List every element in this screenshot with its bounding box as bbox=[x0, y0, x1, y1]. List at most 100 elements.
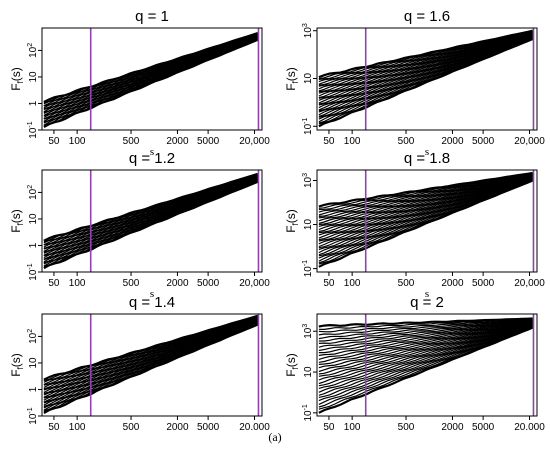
y-tick-label: 10-1 bbox=[27, 121, 39, 138]
x-tick-label: 100 bbox=[69, 136, 86, 147]
x-tick-label: 20,000 bbox=[239, 136, 270, 147]
y-axis-label: Ff(s) bbox=[9, 67, 25, 91]
figure: q = 1 50 100 500 2000 5000 20,000 10-1 1 10 102 s Ff… bbox=[9, 8, 545, 430]
series-line bbox=[318, 317, 533, 328]
x-tick-label: 50 bbox=[323, 136, 335, 147]
series-line bbox=[318, 176, 533, 236]
panel-6: q = 2501005002000500020,00010-110103sFf(… bbox=[284, 294, 545, 430]
series-curves bbox=[318, 29, 534, 128]
x-axis-label: s bbox=[150, 146, 154, 158]
plot-frame bbox=[41, 169, 263, 273]
panel-4: q = 1.8 50 100 500 2000 5000 20,000 10-1 10 103 s F… bbox=[284, 150, 545, 300]
series-line bbox=[318, 326, 533, 410]
y-tick-label: 10-1 bbox=[302, 260, 314, 277]
x-tick-label: 5000 bbox=[197, 278, 220, 289]
y-tick-label: 1 bbox=[28, 386, 39, 392]
x-tick-label: 500 bbox=[398, 422, 415, 430]
y-tick-label: 103 bbox=[302, 23, 314, 38]
panel-5: q = 1.4501005002000500020,00010-1110102s… bbox=[9, 294, 270, 430]
y-tick-label: 1 bbox=[28, 100, 39, 106]
series-line bbox=[43, 172, 259, 242]
series-line bbox=[318, 320, 533, 352]
series-line bbox=[318, 32, 533, 90]
series-line bbox=[318, 173, 533, 213]
y-tick-label: 10-1 bbox=[27, 407, 39, 424]
x-tick-label: 5000 bbox=[472, 422, 495, 430]
panel-2: q = 1.6 50 100 500 2000 5000 20,000 10-1 10 103 s F… bbox=[284, 8, 545, 158]
y-tick-label: 102 bbox=[27, 43, 39, 58]
series-line bbox=[318, 33, 533, 97]
series-line bbox=[318, 320, 533, 348]
y-axis-label: Ff(s) bbox=[284, 209, 300, 233]
series-line bbox=[318, 324, 533, 393]
x-tick-label: 100 bbox=[344, 422, 361, 430]
x-tick-label: 2000 bbox=[166, 136, 189, 147]
x-tick-label: 50 bbox=[48, 278, 60, 289]
y-tick-label: 10 bbox=[28, 357, 39, 369]
x-tick-label: 5000 bbox=[472, 278, 495, 289]
series-line bbox=[318, 319, 533, 342]
y-tick-label: 10-1 bbox=[302, 404, 314, 421]
x-tick-label: 2000 bbox=[441, 422, 464, 430]
series-line bbox=[318, 319, 533, 344]
x-tick-label: 50 bbox=[48, 422, 60, 430]
x-tick-label: 50 bbox=[48, 136, 60, 147]
x-tick-label: 5000 bbox=[472, 136, 495, 147]
panel-title: q = 1.2 bbox=[129, 150, 175, 167]
x-tick-label: 2000 bbox=[166, 278, 189, 289]
plot-frame bbox=[316, 169, 538, 273]
x-tick-label: 100 bbox=[344, 136, 361, 147]
series-line bbox=[318, 326, 534, 414]
y-axis-label: Ff(s) bbox=[9, 209, 25, 233]
y-axis-label: Ff(s) bbox=[9, 353, 25, 377]
series-line bbox=[318, 318, 533, 336]
series-line bbox=[318, 177, 533, 245]
x-tick-label: 100 bbox=[69, 278, 86, 289]
series-line bbox=[318, 323, 533, 385]
x-tick-label: 20,000 bbox=[514, 278, 545, 289]
series-line bbox=[43, 314, 259, 381]
x-tick-label: 5000 bbox=[197, 422, 220, 430]
series-line bbox=[318, 326, 533, 405]
series-line bbox=[318, 321, 533, 357]
x-tick-label: 5000 bbox=[197, 136, 220, 147]
series-line bbox=[318, 29, 533, 79]
x-tick-label: 20,000 bbox=[514, 136, 545, 147]
plot-frame bbox=[41, 313, 263, 417]
y-tick-label: 10-1 bbox=[27, 263, 39, 280]
y-tick-label: 1 bbox=[28, 242, 39, 248]
series-line bbox=[318, 324, 533, 389]
series-line bbox=[318, 177, 533, 251]
x-axis-label: s bbox=[425, 288, 429, 300]
plot-frame bbox=[41, 27, 263, 131]
series-line bbox=[318, 322, 533, 373]
x-tick-label: 50 bbox=[323, 422, 335, 430]
series-line bbox=[318, 37, 534, 128]
series-curves bbox=[318, 317, 534, 414]
y-tick-label: 103 bbox=[302, 324, 314, 339]
panel-3: q = 1.2 50 100 500 2000 5000 20,000 10-1 1 10 102 s… bbox=[9, 150, 270, 300]
series-line bbox=[318, 175, 533, 231]
series-line bbox=[318, 320, 533, 354]
series-line bbox=[318, 176, 533, 239]
x-tick-label: 20,000 bbox=[514, 422, 545, 430]
y-tick-label: 103 bbox=[302, 173, 314, 188]
y-axis-label: Ff(s) bbox=[284, 67, 300, 91]
series-line bbox=[43, 32, 259, 103]
series-line bbox=[318, 321, 533, 360]
panel-title: q = 1 bbox=[135, 8, 169, 25]
x-tick-label: 2000 bbox=[166, 422, 189, 430]
y-axis-label: Ff(s) bbox=[284, 353, 300, 377]
x-axis-label: s bbox=[425, 146, 429, 158]
series-line bbox=[318, 325, 533, 398]
x-tick-label: 2000 bbox=[441, 136, 464, 147]
panel-title: q = 2 bbox=[410, 294, 444, 311]
series-line bbox=[318, 325, 533, 402]
y-tick-label: 10 bbox=[303, 219, 314, 231]
series-line bbox=[318, 325, 533, 396]
x-tick-label: 50 bbox=[323, 278, 335, 289]
series-line bbox=[318, 323, 533, 377]
x-tick-label: 20,000 bbox=[239, 422, 270, 430]
series-line bbox=[318, 178, 533, 254]
series-line bbox=[318, 318, 533, 333]
